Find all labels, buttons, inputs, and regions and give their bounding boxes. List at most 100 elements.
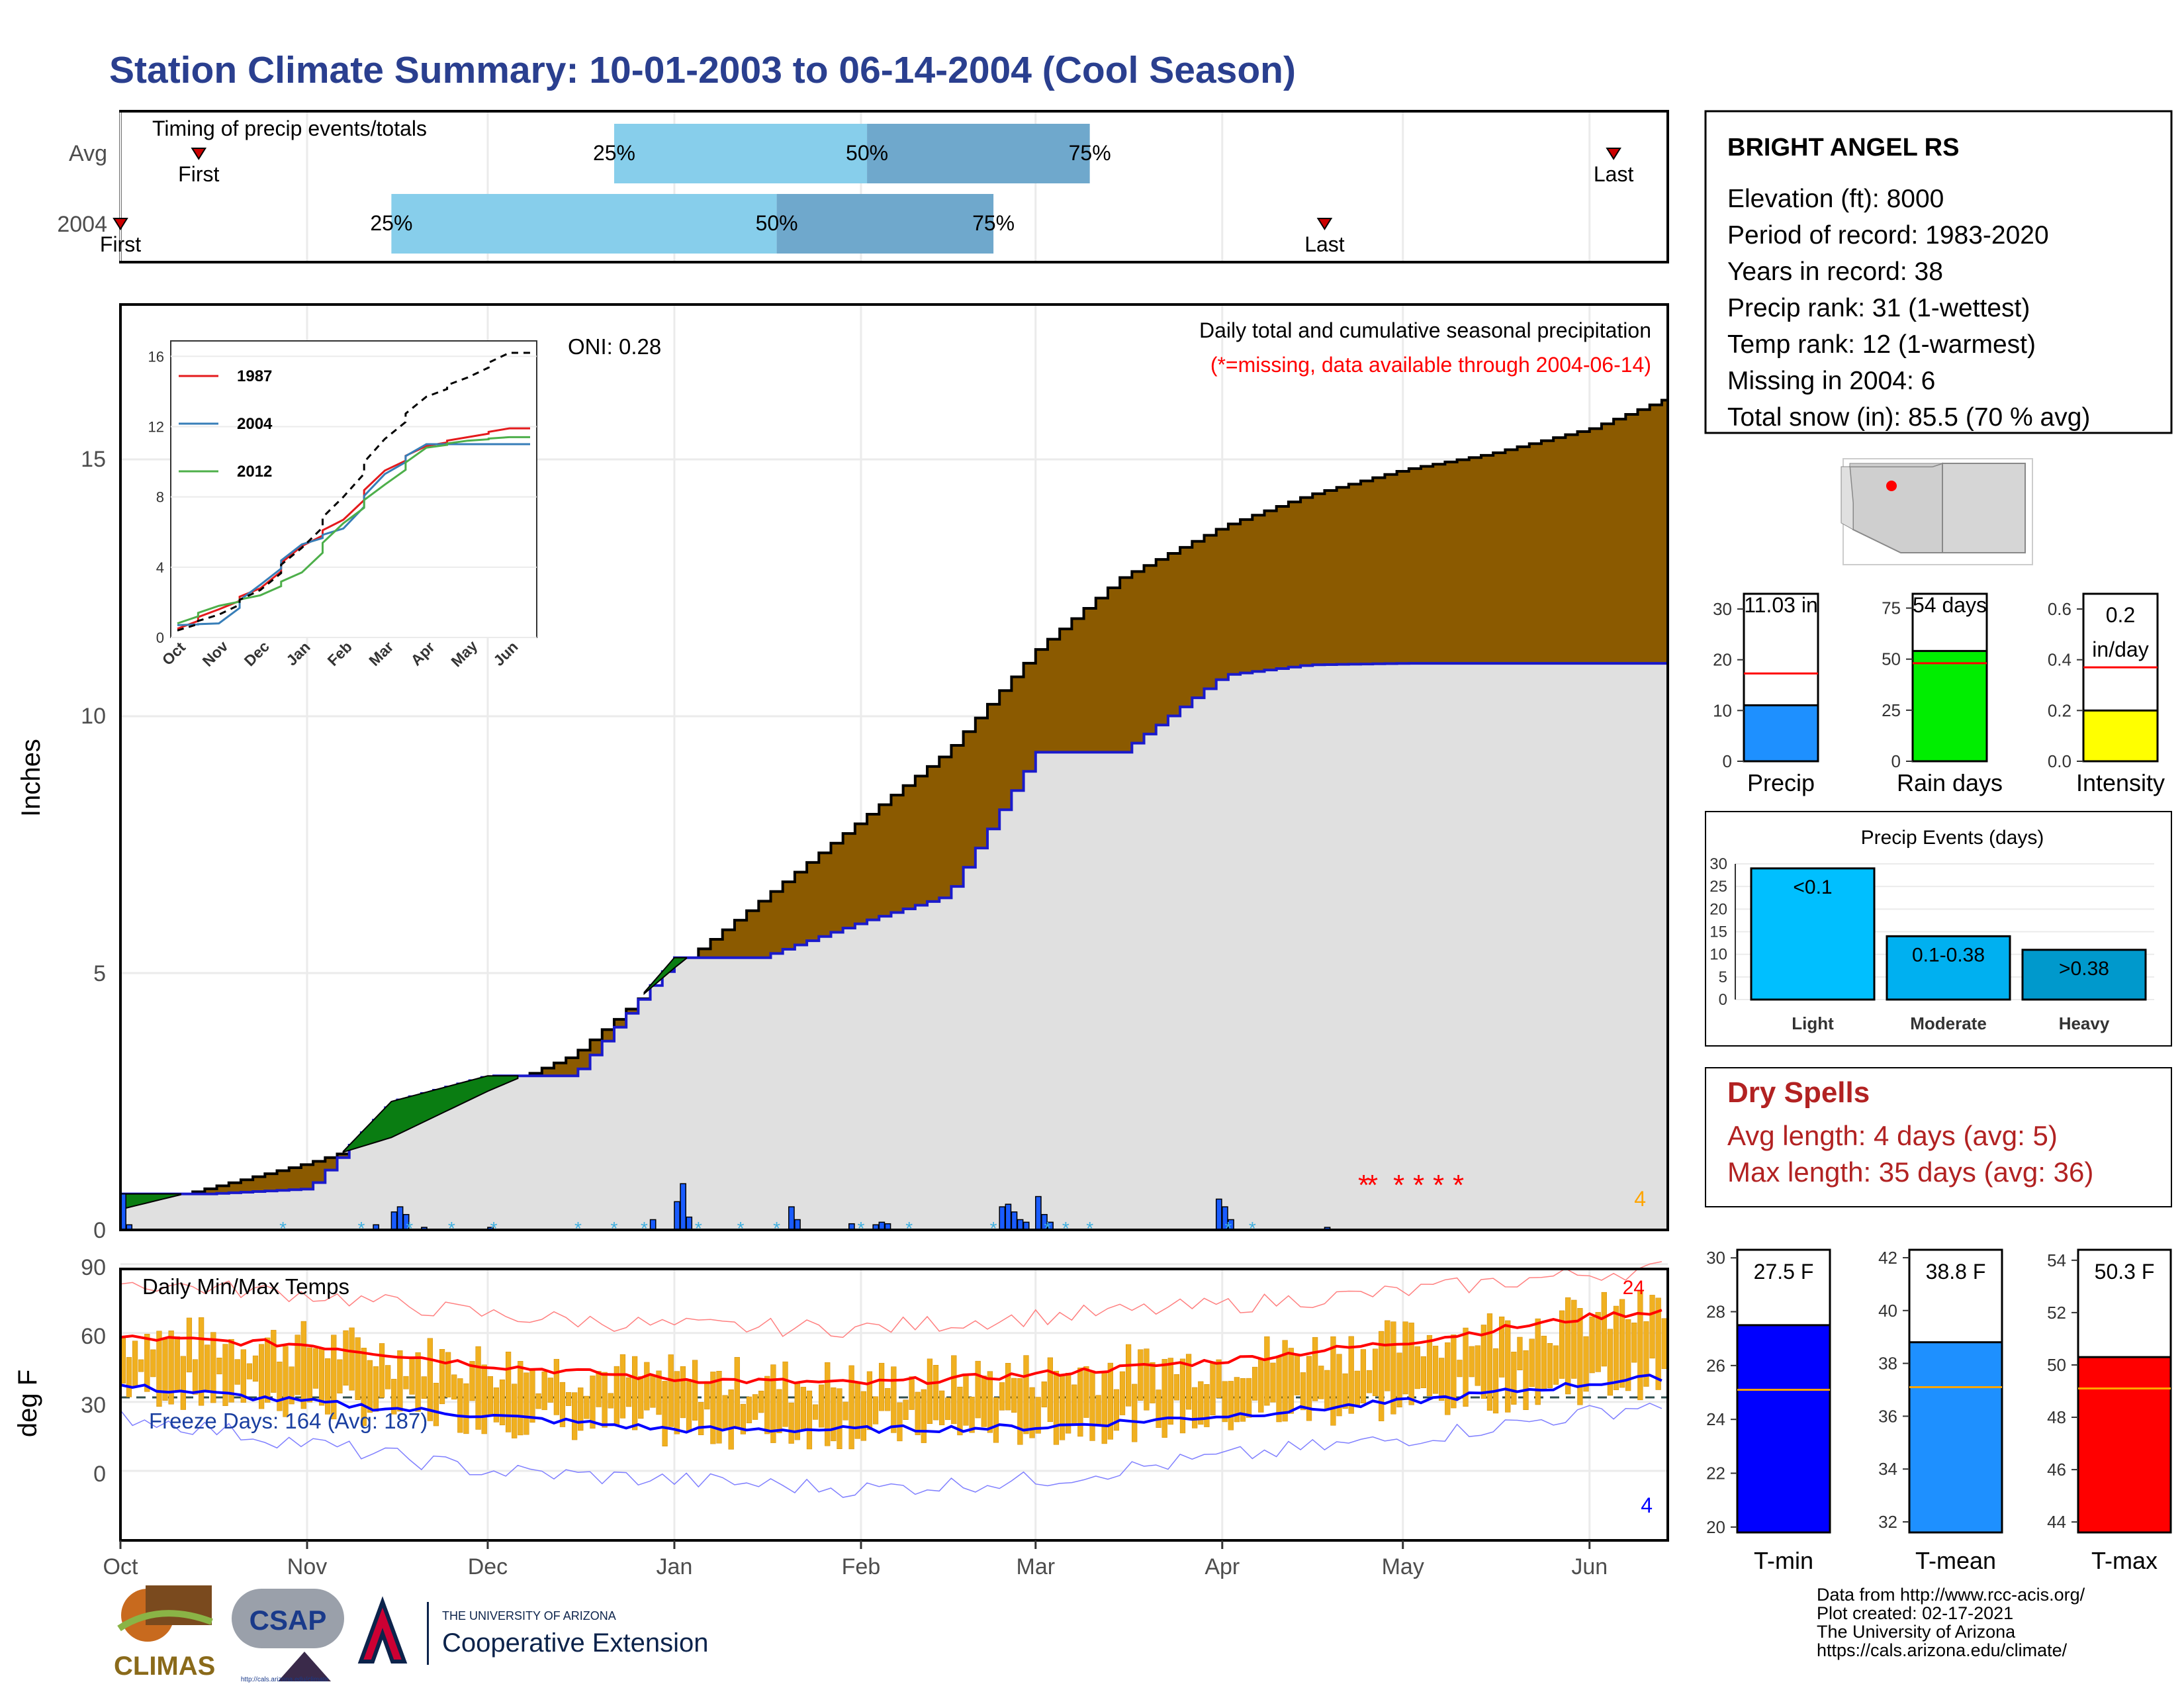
temp-summary-bar [1908, 1341, 2003, 1534]
temp-summary-label: T-max [2091, 1547, 2158, 1574]
daily-temp-bar [1517, 1336, 1523, 1370]
station-temp-rank: Temp rank: 12 (1-warmest) [1727, 330, 2036, 359]
daily-temp-bar [1240, 1378, 1246, 1422]
daily-temp-bar [523, 1372, 529, 1435]
daily-temp-bar [318, 1348, 325, 1406]
daily-precip-bar [396, 1206, 404, 1231]
daily-temp-bar [891, 1366, 897, 1433]
ua-logo: THE UNIVERSITY OF ARIZONA Cooperative Ex… [357, 1596, 708, 1665]
daily-temp-bar [638, 1376, 644, 1419]
daily-temp-bar [1649, 1295, 1655, 1359]
month-axis: Oct Nov Dec Jan Feb Mar Apr May Jun [103, 1540, 1608, 1579]
daily-temp-bar [265, 1337, 271, 1403]
daily-temp-bar [349, 1327, 355, 1391]
daily-temp-bar [469, 1361, 475, 1401]
snow-marker: * [641, 1218, 648, 1239]
daily-temp-bar [957, 1386, 963, 1436]
daily-temp-bar [1379, 1331, 1385, 1421]
climas-swoosh-icon [117, 1610, 213, 1632]
daily-temp-bar [1234, 1377, 1240, 1423]
daily-temp-bar [1613, 1305, 1619, 1390]
snow-marker: * [695, 1218, 702, 1239]
timing-q25-q50-bar [614, 124, 868, 183]
daily-temp-bar [800, 1387, 806, 1430]
month-label: Oct [103, 1554, 138, 1579]
temp-ytick-60: 60 [81, 1324, 106, 1349]
climas-logo: CLIMAS [114, 1585, 215, 1681]
daily-precip-bar [686, 1216, 693, 1231]
ua-big-text: Cooperative Extension [442, 1628, 708, 1658]
daily-temp-bar [866, 1371, 873, 1430]
daily-temp-bar [860, 1391, 866, 1441]
missing-mark: * [1367, 1169, 1378, 1201]
precip-y-label: Inches [17, 739, 46, 817]
summary-label: Intensity [2076, 769, 2165, 796]
daily-temp-bar [993, 1397, 999, 1443]
events-bar [1750, 867, 1876, 1001]
daily-temp-bar [746, 1396, 752, 1423]
daily-temp-bar [493, 1387, 500, 1423]
daily-temp-bar [481, 1364, 487, 1434]
daily-temp-bar [938, 1390, 945, 1425]
daily-temp-bar [512, 1383, 518, 1438]
station-location-dot [1886, 481, 1897, 491]
daily-temp-bar [463, 1383, 469, 1434]
station-snow: Total snow (in): 85.5 (70 % avg) [1727, 403, 2090, 432]
temp-panel-label: Daily Min/Max Temps [142, 1274, 349, 1299]
daily-precip-bar [1215, 1198, 1222, 1231]
daily-temp-bar [1119, 1371, 1126, 1415]
timing-q75-label: 75% [1069, 141, 1111, 165]
daily-temp-bar [1420, 1356, 1426, 1388]
csap-cloud-icon [232, 1589, 344, 1648]
daily-temp-bar [710, 1372, 716, 1444]
daily-temp-bar [168, 1331, 174, 1405]
daily-temp-bar [499, 1380, 506, 1426]
daily-temp-bar [1005, 1363, 1011, 1411]
daily-temp-bar [337, 1359, 343, 1393]
daily-temp-bar [361, 1348, 367, 1427]
timing-q50-label: 50% [846, 141, 888, 165]
temp-summary-ytick: 24 [1706, 1409, 1725, 1429]
daily-temp-bar [1185, 1354, 1192, 1410]
temp-ytick-30: 30 [81, 1393, 106, 1418]
daily-temp-bar [812, 1404, 819, 1420]
precip-ytick-10: 10 [81, 704, 106, 729]
temp-lines [120, 1261, 1662, 1498]
footer-line-4: https://cals.arizona.edu/climate/ [1817, 1640, 2068, 1660]
snow-marker: * [1224, 1218, 1232, 1239]
temp-summary-ytick: 42 [1878, 1248, 1897, 1268]
temp-summary-label: T-min [1754, 1547, 1813, 1574]
temp-y-label: deg F [13, 1370, 42, 1437]
precip-ytick-5: 5 [93, 961, 106, 986]
daily-temp-bar [963, 1375, 969, 1426]
daily-temp-bar [734, 1357, 740, 1429]
month-label: Feb [842, 1554, 881, 1579]
daily-temp-bar [1156, 1389, 1161, 1429]
california-shape [1841, 466, 1854, 530]
daily-temp-bar [180, 1356, 186, 1410]
daily-temp-bar [331, 1335, 337, 1419]
daily-temp-bar [572, 1392, 578, 1440]
locator-map [1841, 458, 2033, 565]
daily-temp-bar [451, 1374, 457, 1400]
daily-temp-bar [258, 1344, 265, 1409]
events-bar-label: 0.1-0.38 [1912, 944, 1985, 966]
missing-mark: * [1393, 1169, 1404, 1201]
missing-mark: * [1358, 1169, 1369, 1201]
daily-temp-bar [740, 1403, 747, 1434]
timing-q25-label: 25% [593, 141, 635, 165]
missing-markers: * * * * * * [1358, 1169, 1464, 1201]
daily-temp-bar [325, 1358, 331, 1415]
daily-temp-bar [1385, 1320, 1390, 1391]
events-ytick: 5 [1719, 968, 1727, 986]
daily-temp-bar [228, 1338, 234, 1403]
daily-temp-bar [848, 1365, 854, 1450]
daily-precip-bar [1035, 1196, 1042, 1231]
timing-grid [119, 113, 1591, 261]
daily-temp-bar [1228, 1381, 1234, 1430]
ua-small-text: THE UNIVERSITY OF ARIZONA [442, 1609, 616, 1622]
daily-temp-bar [1336, 1354, 1342, 1417]
temp-summary-ytick: 46 [2047, 1460, 2066, 1479]
temp-summary-ytick: 44 [2047, 1512, 2066, 1532]
daily-temp-bar [475, 1346, 481, 1430]
